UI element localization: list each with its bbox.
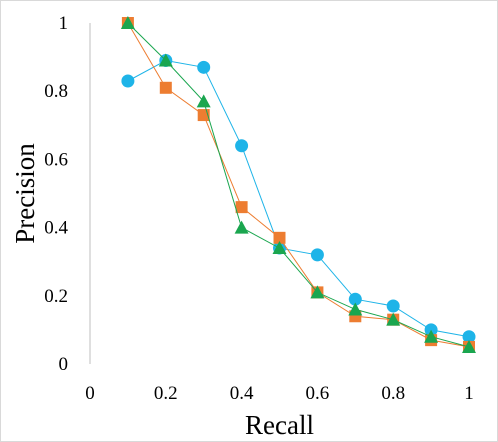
series-line-triangle: [127, 22, 470, 348]
data-point-circle: [386, 299, 400, 313]
y-axis-ticks: 0 0.2 0.4 0.6 0.8 1: [44, 13, 68, 375]
series-circle: [121, 54, 476, 344]
x-tick-label: 0.8: [381, 383, 405, 404]
data-point-circle: [235, 139, 249, 153]
x-axis-title: Recall: [245, 410, 314, 440]
data-point-triangle: [348, 302, 363, 316]
data-point-circle: [348, 292, 362, 306]
series-line-square: [127, 22, 470, 348]
y-tick-label: 0.6: [44, 149, 68, 170]
y-tick-label: 0.4: [44, 218, 68, 239]
data-point-square: [159, 81, 172, 94]
y-axis-title: Precision: [10, 143, 40, 244]
y-tick-label: 1: [59, 13, 69, 34]
data-point-circle: [462, 330, 476, 344]
data-point-triangle: [158, 53, 173, 67]
x-tick-label: 1: [464, 383, 474, 404]
data-point-triangle: [120, 16, 135, 29]
data-point-triangle: [310, 285, 325, 299]
data-point-square: [235, 201, 248, 214]
plot-area: [89, 16, 476, 364]
series-square: [121, 17, 475, 353]
data-point-triangle: [272, 241, 287, 255]
series-line-circle: [127, 59, 470, 338]
x-axis-ticks: 0 0.2 0.4 0.6 0.8 1: [85, 383, 474, 404]
data-point-triangle: [424, 329, 439, 343]
series-triangle: [120, 16, 476, 353]
y-tick-label: 0.2: [44, 286, 68, 307]
data-point-triangle: [234, 220, 249, 234]
data-point-square: [273, 231, 286, 244]
data-point-triangle: [196, 94, 211, 108]
x-tick-label: 0: [85, 383, 95, 404]
y-tick-label: 0: [59, 354, 69, 375]
x-tick-label: 0.2: [154, 383, 178, 404]
data-point-triangle: [462, 339, 476, 353]
x-tick-label: 0.6: [306, 383, 330, 404]
data-point-triangle: [386, 312, 401, 326]
data-point-circle: [121, 74, 135, 88]
y-tick-label: 0.8: [44, 81, 68, 102]
data-point-circle: [197, 60, 211, 74]
x-tick-label: 0.4: [230, 383, 254, 404]
data-point-circle: [310, 248, 324, 262]
